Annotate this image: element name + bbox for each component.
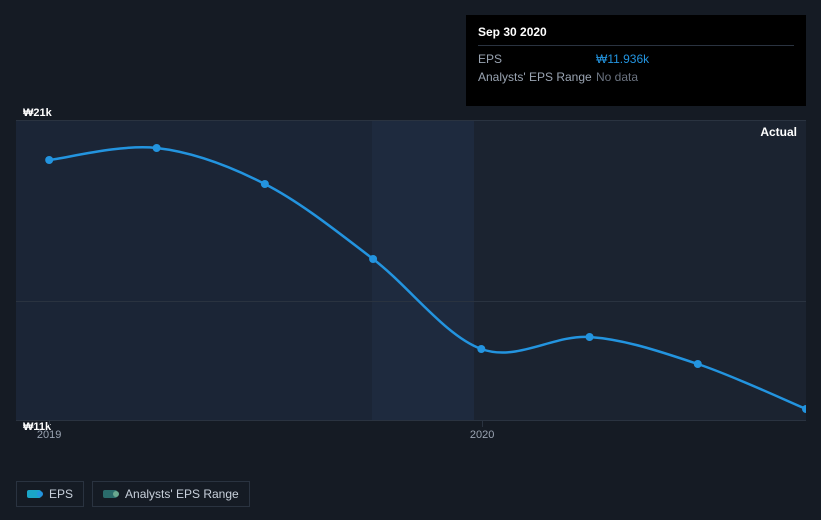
tooltip-value: ₩11.936k <box>596 52 794 66</box>
tooltip-date: Sep 30 2020 <box>478 25 794 46</box>
x-axis-label: 2019 <box>37 429 61 441</box>
legend: EPS Analysts' EPS Range <box>16 481 250 507</box>
legend-dot-icon <box>113 491 119 497</box>
tooltip-row: EPS ₩11.936k <box>478 50 794 68</box>
legend-dot-icon <box>37 491 43 497</box>
x-axis: 2019 2020 <box>16 420 806 448</box>
legend-swatch-icon <box>27 490 41 498</box>
tooltip-label: EPS <box>478 52 596 66</box>
chart-tooltip: Sep 30 2020 EPS ₩11.936k Analysts' EPS R… <box>466 15 806 106</box>
tooltip-row: Analysts' EPS Range No data <box>478 68 794 86</box>
legend-swatch-icon <box>103 490 117 498</box>
y-axis-top-label: ₩21k <box>23 107 52 119</box>
x-axis-label: 2020 <box>470 429 494 441</box>
plot-area[interactable]: Actual ₩11k <box>16 120 806 420</box>
legend-label: EPS <box>49 487 73 501</box>
legend-item-eps[interactable]: EPS <box>16 481 84 507</box>
eps-chart: ₩21k Actual ₩11k 20192020 <box>16 120 806 448</box>
tooltip-value: No data <box>596 70 794 84</box>
line-chart-svg <box>16 121 806 421</box>
legend-item-analysts-range[interactable]: Analysts' EPS Range <box>92 481 250 507</box>
tooltip-label: Analysts' EPS Range <box>478 70 596 84</box>
legend-label: Analysts' EPS Range <box>125 487 239 501</box>
